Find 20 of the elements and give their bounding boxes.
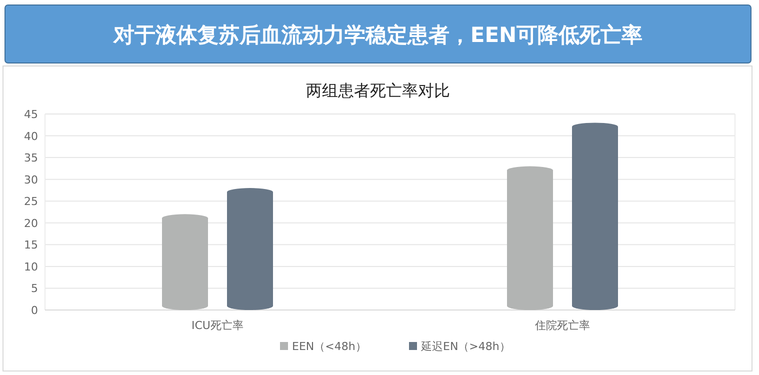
y-tick-label: 45 bbox=[24, 108, 38, 121]
bar bbox=[227, 188, 273, 310]
x-tick-label: ICU死亡率 bbox=[192, 319, 244, 332]
legend-label: EEN（<48h） bbox=[292, 340, 366, 353]
y-tick-label: 10 bbox=[24, 260, 38, 274]
y-tick-label: 35 bbox=[24, 152, 38, 165]
y-tick-label: 0 bbox=[31, 304, 38, 317]
x-tick-label: 住院死亡率 bbox=[535, 319, 590, 332]
bar bbox=[572, 122, 618, 310]
y-tick-label: 15 bbox=[24, 238, 38, 252]
y-tick-label: 20 bbox=[24, 216, 38, 230]
chart-title: 对于液体复苏后血流动力学稳定患者，EEN可降低死亡率 bbox=[112, 23, 643, 47]
legend-label: 延迟EN（>48h） bbox=[420, 340, 510, 353]
y-tick-label: 40 bbox=[24, 130, 38, 143]
chart-subtitle: 两组患者死亡率对比 bbox=[306, 81, 450, 100]
y-tick-label: 30 bbox=[24, 173, 38, 186]
y-tick-label: 25 bbox=[24, 195, 38, 208]
y-tick-label: 5 bbox=[31, 282, 38, 296]
bar bbox=[162, 214, 208, 310]
bar bbox=[507, 166, 553, 310]
